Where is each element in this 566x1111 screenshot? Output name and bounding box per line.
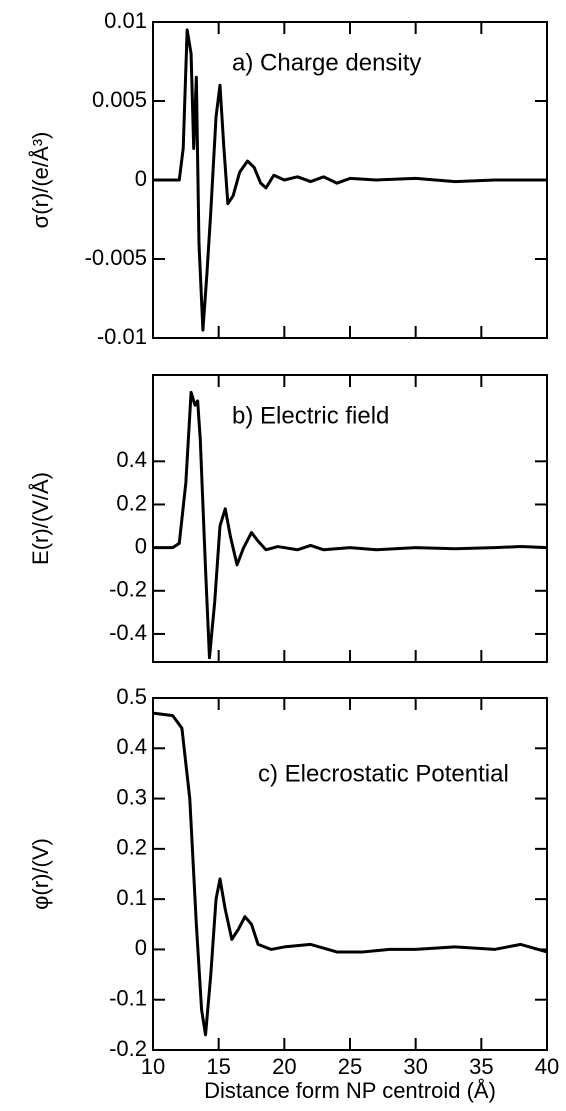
y-tick-label: 0.01 — [104, 8, 147, 33]
x-tick-label: 10 — [141, 1054, 165, 1079]
y-tick-label: 0.5 — [116, 684, 147, 709]
y-tick-label: 0.005 — [92, 87, 147, 112]
data-line — [153, 28, 547, 332]
y-tick-label: 0.4 — [116, 447, 147, 472]
plot-frame — [152, 697, 548, 1051]
x-axis-label: Distance form NP centroid (Å) — [204, 1078, 496, 1103]
y-tick-label: 0.3 — [116, 784, 147, 809]
y-axis-label: σ(r)/(e/Å³) — [28, 132, 53, 229]
x-tick-label: 25 — [338, 1054, 362, 1079]
y-axis-label: φ(r)/(V) — [28, 838, 53, 910]
y-tick-label: 0.1 — [116, 885, 147, 910]
y-tick-label: -0.4 — [109, 620, 147, 645]
x-tick-label: 40 — [535, 1054, 559, 1079]
y-tick-label: 0 — [135, 166, 147, 191]
annotation: b) Electric field — [232, 402, 389, 429]
y-tick-label: 0.4 — [116, 734, 147, 759]
y-tick-label: 0 — [135, 533, 147, 558]
y-tick-label: 0.2 — [116, 490, 147, 515]
data-line — [153, 390, 548, 660]
y-tick-label: -0.005 — [85, 245, 147, 270]
y-axis-label: E(r)/(V/Å) — [28, 472, 53, 565]
y-tick-label: -0.2 — [109, 577, 147, 602]
x-tick-label: 35 — [469, 1054, 493, 1079]
data-line — [152, 711, 548, 1037]
y-tick-label: 0 — [135, 935, 147, 960]
y-tick-label: 0.2 — [116, 835, 147, 860]
x-tick-label: 20 — [272, 1054, 296, 1079]
annotation: a) Charge density — [232, 49, 421, 76]
x-tick-label: 15 — [206, 1054, 230, 1079]
y-tick-label: -0.01 — [97, 324, 147, 349]
annotation: c) Elecrostatic Potential — [258, 760, 509, 787]
x-tick-label: 30 — [403, 1054, 427, 1079]
y-tick-label: -0.2 — [109, 1036, 147, 1061]
y-tick-label: -0.1 — [109, 986, 147, 1011]
